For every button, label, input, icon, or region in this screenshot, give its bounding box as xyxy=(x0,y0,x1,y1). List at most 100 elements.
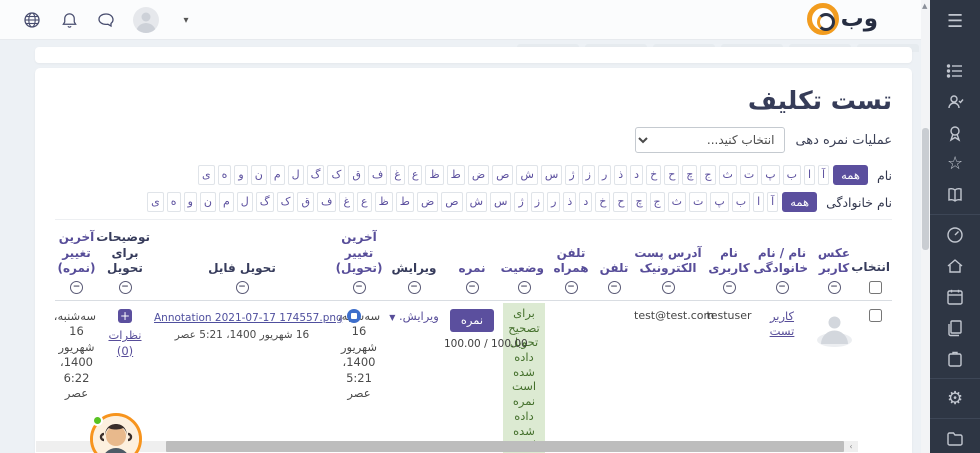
collapse-column-icon[interactable]: − xyxy=(775,280,789,294)
collapse-column-icon[interactable]: − xyxy=(407,280,421,294)
participants-icon[interactable] xyxy=(930,86,980,117)
letter-filter[interactable]: ب xyxy=(731,192,751,212)
letter-filter[interactable]: ق xyxy=(348,165,365,185)
letter-filter[interactable]: ط xyxy=(395,192,414,212)
grades-book-icon[interactable] xyxy=(930,179,980,210)
collapse-column-icon[interactable]: − xyxy=(465,280,479,294)
letter-filter[interactable]: س xyxy=(490,192,512,212)
scroll-right-arrow-icon[interactable]: › xyxy=(849,442,853,451)
comments-link[interactable]: نظرات (0) xyxy=(108,328,142,358)
grade-button[interactable]: نمره xyxy=(449,308,495,333)
letter-filter[interactable]: ش xyxy=(465,192,488,212)
collapse-column-icon[interactable]: − xyxy=(235,280,249,294)
sort-grade-link[interactable]: نمره xyxy=(458,261,486,276)
course-sections-icon[interactable] xyxy=(930,55,980,86)
letter-filter[interactable]: ب xyxy=(782,165,801,185)
letter-filter[interactable]: ی xyxy=(147,192,164,212)
letter-filter[interactable]: ف xyxy=(367,165,388,185)
collapse-column-icon[interactable]: − xyxy=(564,280,578,294)
sort-last-submission-link[interactable]: آخرین تغییر (تحویل) xyxy=(335,230,383,276)
sort-fullname-link[interactable]: نام / نام خانوادگی xyxy=(753,245,808,276)
user-menu-caret-icon[interactable]: ▾ xyxy=(183,14,189,26)
support-chat-widget[interactable] xyxy=(90,413,142,453)
letter-filter[interactable]: خ xyxy=(595,192,611,212)
letter-filter[interactable]: ج xyxy=(700,165,716,185)
letter-filter[interactable]: ل xyxy=(287,165,304,185)
select-all-checkbox[interactable] xyxy=(868,280,882,294)
letter-filter[interactable]: ص xyxy=(492,165,514,185)
content-bank-icon[interactable] xyxy=(930,343,980,374)
scroll-up-arrow-icon[interactable]: ▲ xyxy=(922,2,928,10)
menu-toggle-icon[interactable]: ☰ xyxy=(946,11,964,32)
letter-filter[interactable]: چ xyxy=(682,165,698,185)
folder-icon[interactable] xyxy=(930,423,980,453)
collapse-column-icon[interactable]: − xyxy=(661,280,675,294)
collapse-column-icon[interactable]: − xyxy=(827,280,841,294)
home-icon[interactable] xyxy=(930,250,980,281)
sort-email-link[interactable]: آدرس پست الکترونیک xyxy=(634,245,702,276)
collapse-column-icon[interactable]: − xyxy=(607,280,621,294)
collapse-column-icon[interactable]: − xyxy=(517,280,531,294)
collapse-column-icon[interactable]: − xyxy=(722,280,736,294)
letter-filter[interactable]: گ xyxy=(255,192,274,212)
letter-filter[interactable]: ل xyxy=(236,192,253,212)
sort-user-picture-link[interactable]: عکس کاربر xyxy=(817,245,851,276)
letter-filter[interactable]: ح xyxy=(664,165,680,185)
letter-filter[interactable]: ت xyxy=(739,165,759,185)
collapse-column-icon[interactable]: − xyxy=(70,280,83,294)
letter-filter[interactable]: ز xyxy=(581,165,595,185)
user-picture-avatar[interactable] xyxy=(816,316,852,347)
first-name-all-button[interactable]: همه xyxy=(833,165,868,185)
letter-filter[interactable]: ز xyxy=(530,192,545,212)
letter-filter[interactable]: ک xyxy=(327,165,346,185)
letter-filter[interactable]: ا xyxy=(753,192,765,212)
calendar-icon[interactable] xyxy=(930,281,980,312)
letter-filter[interactable]: ض xyxy=(416,192,439,212)
site-logo[interactable]: وب xyxy=(806,3,879,35)
horizontal-scrollbar[interactable]: › xyxy=(36,441,858,452)
letter-filter[interactable]: گ xyxy=(306,165,325,185)
letter-filter[interactable]: پ xyxy=(710,192,729,212)
letter-filter[interactable]: م xyxy=(269,165,285,185)
letter-filter[interactable]: و xyxy=(183,192,197,212)
letter-filter[interactable]: ق xyxy=(297,192,315,212)
grading-action-select[interactable]: انتخاب کنید... xyxy=(635,127,786,153)
language-globe-icon[interactable] xyxy=(22,10,42,30)
letter-filter[interactable]: ش xyxy=(516,165,538,185)
letter-filter[interactable]: ذ xyxy=(563,192,577,212)
letter-filter[interactable]: ت xyxy=(689,192,708,212)
letter-filter[interactable]: ث xyxy=(667,192,687,212)
letter-filter[interactable]: ذ xyxy=(614,165,628,185)
letter-filter[interactable]: آ xyxy=(818,165,830,185)
sort-username-link[interactable]: نام کاربری xyxy=(708,245,750,276)
collapse-column-icon[interactable]: − xyxy=(352,280,366,294)
letter-filter[interactable]: ن xyxy=(250,165,267,185)
last-name-all-button[interactable]: همه xyxy=(782,192,818,212)
sort-mobile-link[interactable]: تلفن همراه xyxy=(553,245,589,276)
letter-filter[interactable]: ژ xyxy=(565,165,579,185)
letter-filter[interactable]: و xyxy=(234,165,248,185)
sort-phone-link[interactable]: تلفن xyxy=(599,261,629,276)
letter-filter[interactable]: ی xyxy=(198,165,215,185)
letter-filter[interactable]: س xyxy=(540,165,563,185)
letter-filter[interactable]: ع xyxy=(407,165,423,185)
letter-filter[interactable]: د xyxy=(579,192,593,212)
notifications-bell-icon[interactable] xyxy=(59,10,79,30)
horizontal-scrollbar-thumb[interactable] xyxy=(166,441,844,452)
expand-comments-plus-icon[interactable]: + xyxy=(118,308,132,323)
letter-filter[interactable]: ن xyxy=(199,192,216,212)
badges-icon[interactable] xyxy=(930,117,980,148)
submitted-file-link[interactable]: Annotation 2021-07-17 174557.png xyxy=(154,311,343,324)
letter-filter[interactable]: ث xyxy=(718,165,737,185)
sort-last-grade-link[interactable]: آخرین تغییر (نمره) xyxy=(57,230,96,276)
letter-filter[interactable]: د xyxy=(630,165,644,185)
row-select-checkbox[interactable] xyxy=(868,308,882,322)
letter-filter[interactable]: غ xyxy=(339,192,355,212)
messages-chat-icon[interactable] xyxy=(96,10,116,30)
letter-filter[interactable]: خ xyxy=(646,165,662,185)
letter-filter[interactable]: ر xyxy=(597,165,612,185)
letter-filter[interactable]: ک xyxy=(276,192,295,212)
letter-filter[interactable]: پ xyxy=(761,165,780,185)
edit-menu-link[interactable]: ویرایش. ▼ xyxy=(389,308,439,323)
user-fullname-link[interactable]: کاربر تست xyxy=(769,308,795,339)
